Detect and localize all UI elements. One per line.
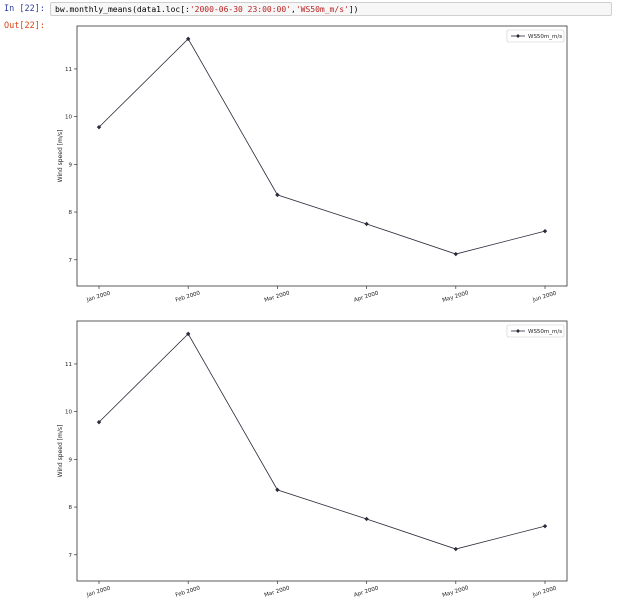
y-tick-label: 8 bbox=[69, 210, 73, 216]
x-tick-label: Mar 2000 bbox=[264, 585, 291, 599]
x-tick-label: Jan 2000 bbox=[85, 290, 111, 303]
input-prompt: In [22]: bbox=[4, 4, 45, 14]
data-point-marker bbox=[96, 419, 102, 425]
series-line bbox=[98, 38, 546, 255]
legend-box bbox=[506, 29, 565, 43]
y-axis-label: Wind speed [m/s] bbox=[57, 425, 64, 478]
y-tick-label: 9 bbox=[69, 457, 73, 463]
data-point-marker bbox=[186, 36, 191, 42]
x-tick-label: May 2000 bbox=[442, 585, 470, 599]
y-tick-label: 8 bbox=[69, 505, 73, 511]
y-tick-label: 7 bbox=[69, 258, 73, 264]
y-axis-label: Wind speed [m/s] bbox=[57, 130, 64, 183]
data-point-marker bbox=[186, 331, 191, 337]
code-string-column: 'WS50m_m/s' bbox=[295, 5, 349, 14]
legend-label: WS50m_m/s bbox=[528, 329, 562, 335]
code-cell[interactable]: bw.monthly_means(data1.loc[:'2000-06-30 … bbox=[50, 2, 612, 16]
plot-frame bbox=[76, 320, 568, 582]
y-tick-label: 9 bbox=[69, 162, 73, 168]
y-tick-label: 11 bbox=[65, 362, 72, 368]
data-point-marker bbox=[542, 228, 548, 234]
data-point-marker bbox=[275, 487, 280, 493]
series-line bbox=[98, 333, 546, 550]
x-tick-label: Jan 2000 bbox=[85, 585, 111, 598]
x-tick-label: Jun 2000 bbox=[531, 585, 557, 598]
x-tick-label: May 2000 bbox=[442, 290, 470, 304]
x-tick-label: Mar 2000 bbox=[264, 290, 291, 304]
x-tick-label: Apr 2000 bbox=[353, 290, 379, 303]
data-point-marker bbox=[364, 221, 369, 227]
code-suffix: ]) bbox=[348, 5, 359, 14]
data-point-marker bbox=[96, 124, 102, 130]
legend-box bbox=[506, 324, 565, 338]
legend-label: WS50m_m/s bbox=[528, 34, 562, 40]
data-point-marker bbox=[453, 251, 458, 257]
x-tick-label: Apr 2000 bbox=[353, 585, 379, 598]
data-point-marker bbox=[275, 192, 280, 198]
y-tick-label: 10 bbox=[65, 115, 72, 121]
x-tick-label: Feb 2000 bbox=[175, 290, 202, 303]
chart-2: 7 8 9 10 11 Jan 2000 Feb 2000 Mar 2000 Apr 2000 M… bbox=[57, 320, 568, 599]
x-tick-label: Jun 2000 bbox=[531, 290, 557, 303]
output-prompt: Out[22]: bbox=[4, 21, 45, 31]
y-tick-label: 11 bbox=[65, 67, 72, 73]
legend-marker bbox=[516, 34, 520, 38]
legend-marker bbox=[516, 329, 520, 333]
chart-1: 7 8 9 10 11 Jan 2000 Feb 2000 Mar 2000 Apr 2000 M… bbox=[57, 25, 568, 304]
code-separator: , bbox=[291, 5, 296, 14]
code-prefix: bw.monthly_means(data1.loc[: bbox=[55, 5, 190, 14]
x-tick-label: Feb 2000 bbox=[175, 585, 202, 598]
y-tick-label: 7 bbox=[69, 553, 73, 559]
y-tick-label: 10 bbox=[65, 410, 72, 416]
code-string-date: '2000-06-30 23:00:00' bbox=[189, 5, 292, 14]
plot-frame bbox=[76, 25, 568, 287]
